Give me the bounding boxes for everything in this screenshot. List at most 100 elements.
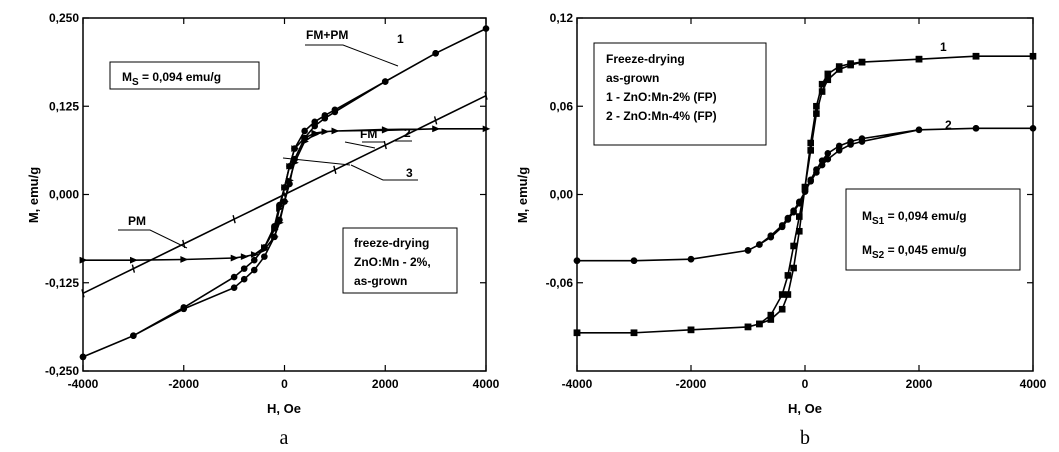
x-tick-label: 2000 [372,377,399,391]
data-point-series-3 [433,116,438,125]
ms1-value: = 0,094 emu/g [884,209,966,223]
data-point-series-2 [381,126,390,133]
data-point-series-2 [835,142,843,150]
data-point-series-2 [1029,125,1037,132]
sample-info-line-2: ZnO:Mn - 2%, [354,255,431,269]
x-tick-label: 4000 [473,377,500,391]
data-point-series-2 [281,198,289,205]
x-tick-label: 0 [802,377,809,391]
data-point-series-1 [847,60,854,67]
y-tick-label: 0,250 [49,11,79,25]
data-point-series-2 [276,205,284,212]
x-tick-label: 0 [281,377,288,391]
data-point-series-1 [240,275,248,283]
data-point-series-1 [972,52,980,60]
y-tick-label: 0,12 [550,11,574,25]
ms2-symbol: M [862,243,872,257]
data-point-series-2 [432,125,440,133]
data-point-series-1 [573,329,581,337]
data-point-series-1 [778,291,786,298]
curve-number-2: 2 [404,126,411,140]
data-point-series-2 [291,159,299,167]
data-point-series-1 [807,139,814,147]
subfigure-label: b [800,427,810,449]
data-point-series-2 [858,135,866,142]
data-point-series-2 [756,241,763,248]
data-point-series-1 [331,106,339,114]
label-fm-pm: FM+PM [306,28,348,42]
data-point-series-1 [801,183,809,191]
leader-pm [118,229,188,249]
data-point-series-1 [321,112,329,119]
data-point-series-2 [276,219,284,227]
data-point-series-2 [630,257,638,264]
data-point-series-1 [790,242,797,250]
data-point-series-2 [250,251,259,258]
data-point-series-2 [784,216,792,223]
leader-3-arrow [282,157,351,166]
data-point-series-1 [230,284,238,291]
leader-fm-pm [305,44,399,67]
x-tick-label: 4000 [1020,377,1047,391]
data-point-series-1 [824,70,832,78]
data-point-series-2 [230,254,239,262]
data-point-series-1 [250,266,258,274]
y-axis-label: M, emu/g [26,167,41,223]
ms-symbol: M [122,70,132,84]
data-point-series-2 [79,256,88,264]
data-point-series-2 [790,208,797,216]
data-point-series-2 [744,247,752,254]
data-point-series-1 [835,63,843,70]
data-point-series-1 [767,316,775,323]
y-tick-label: -0,125 [45,276,79,290]
leader-3 [350,164,418,181]
data-point-series-3 [333,165,337,174]
x-axis-label: H, Oe [788,401,822,416]
data-point-series-2 [972,125,980,132]
data-point-series-1 [818,80,826,88]
data-point-series-1 [79,353,87,361]
curve-number-3: 3 [406,166,413,180]
data-point-series-1 [915,55,923,63]
data-point-series-2 [813,166,820,173]
data-point-series-1 [784,291,792,298]
data-point-series-2 [321,128,330,135]
ms1-text: MS1 = 0,094 emu/g [862,209,967,227]
data-point-series-1 [381,78,389,85]
data-point-series-2 [915,126,923,134]
curve-number-1: 1 [940,40,947,54]
data-point-series-2 [482,125,491,133]
sample-info-box [342,227,458,294]
data-point-series-1 [261,253,268,260]
legend-line-2: as-grown [606,71,659,85]
data-point-series-1 [630,329,638,337]
data-point-series-1 [796,213,803,220]
data-point-series-1 [230,273,238,281]
data-point-series-3 [282,190,287,199]
data-point-series-2 [331,127,340,135]
panel-a: -4000 -2000 0 2000 4000 -0,250 -0,125 0,000 0,12… [26,11,500,449]
data-point-series-2 [687,255,695,263]
data-point-series-1 [180,304,188,311]
x-tick-label: 2000 [906,377,933,391]
data-point-series-1 [778,305,786,313]
y-tick-label: 0,000 [49,188,79,202]
series-line-1 [577,55,1033,334]
data-point-series-1 [784,272,792,279]
ms-box [109,61,260,90]
series-layer [79,25,491,361]
data-point-series-2 [573,257,581,264]
ms-value: = 0,094 emu/g [139,70,221,84]
data-point-series-1 [796,227,803,235]
y-tick-label: -0,06 [546,276,574,290]
data-point-series-1 [824,76,832,84]
y-tick-label: 0,06 [550,99,574,113]
data-point-series-1 [744,323,752,331]
data-point-series-2 [286,162,294,170]
curve-number-2: 2 [945,118,952,132]
legend-line-1: Freeze-drying [606,52,685,66]
data-point-series-2 [778,223,786,231]
data-point-series-1 [767,311,775,319]
data-point-series-2 [796,200,803,207]
ms-subscript: S [132,77,139,88]
